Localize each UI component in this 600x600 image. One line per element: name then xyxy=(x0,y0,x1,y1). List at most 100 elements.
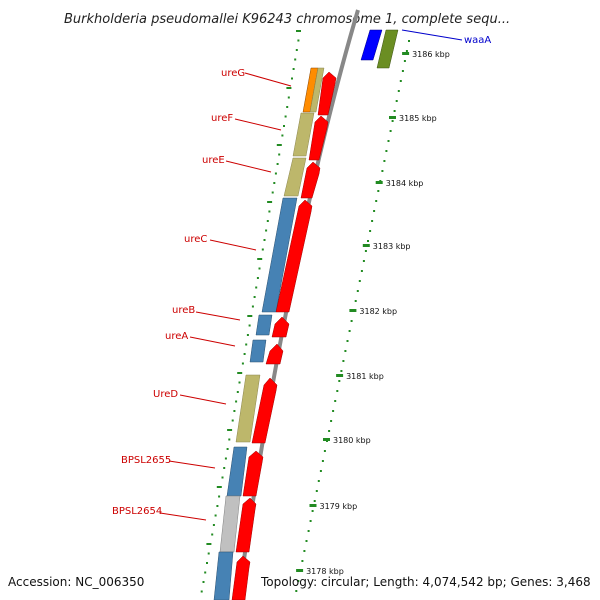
arrow-ureE[interactable] xyxy=(300,161,321,199)
outer-axis-dot xyxy=(330,420,333,422)
kbp-tick-label: 3181 kbp xyxy=(346,372,384,381)
inner-axis-tick xyxy=(236,391,239,393)
inner-axis-tick xyxy=(296,30,301,32)
waaA-leader xyxy=(401,29,463,41)
inner-axis-tick xyxy=(281,134,284,137)
kbp-tick-label: 3178 kbp xyxy=(306,567,344,576)
kbp-tick-mark xyxy=(375,181,383,184)
outer-axis-dot xyxy=(342,360,345,362)
outer-axis-dot xyxy=(315,490,318,492)
gene-label-leader xyxy=(189,336,236,347)
gene-label-ureB[interactable]: ureB xyxy=(172,305,195,316)
kbp-tick-label: 3184 kbp xyxy=(386,179,424,188)
gene-labels: ureG ureF ureE ureC ureB ureA UreD BPSL2655 BPSL… xyxy=(112,68,292,521)
inner-axis-tick xyxy=(216,486,222,488)
kbp-tick-mark xyxy=(389,116,396,119)
inner-dotted-axis xyxy=(200,30,301,593)
gene-label-UreD[interactable]: UreD xyxy=(153,389,178,400)
gene-next-reverse[interactable] xyxy=(213,551,234,600)
gene-ureE-reverse[interactable] xyxy=(283,157,307,197)
chromosome-backbone xyxy=(236,9,360,600)
outer-axis-dot xyxy=(301,560,304,562)
kbp-tick-label: 3180 kbp xyxy=(333,436,371,445)
inner-axis-tick xyxy=(286,106,289,108)
arrow-BPSL2654[interactable] xyxy=(235,497,257,553)
accession-text: Accession: NC_006350 xyxy=(8,575,144,589)
outer-axis-dot xyxy=(309,520,312,522)
outer-axis-dot xyxy=(313,500,316,502)
outer-axis-dot xyxy=(377,190,380,192)
outer-axis-dot xyxy=(334,400,337,402)
gene-ureB-reverse[interactable] xyxy=(255,314,273,336)
outer-axis-dot xyxy=(395,100,398,102)
inner-axis-tick xyxy=(266,220,269,222)
inner-axis-tick xyxy=(283,125,285,127)
waaA-region: waaA xyxy=(360,29,491,69)
inner-axis-tick xyxy=(218,495,221,498)
outer-axis-dot xyxy=(391,120,394,122)
inner-axis-tick xyxy=(297,39,300,42)
arrow-next[interactable] xyxy=(231,555,251,600)
inner-axis-tick xyxy=(221,476,224,479)
arrow-BPSL2655[interactable] xyxy=(242,450,264,497)
arrow-ureB[interactable] xyxy=(271,316,290,338)
outer-axis-dot xyxy=(340,370,343,372)
inner-axis-tick xyxy=(258,267,261,270)
arrow-ureG[interactable] xyxy=(317,71,337,116)
gene-ureF-reverse[interactable] xyxy=(292,112,315,157)
outer-axis-dot xyxy=(405,50,408,52)
outer-axis-dot xyxy=(362,260,365,262)
gene-ureD-reverse[interactable] xyxy=(235,374,261,443)
inner-axis-tick xyxy=(207,552,210,555)
outer-axis-dot xyxy=(373,210,376,212)
kbp-tick-mark xyxy=(336,374,344,377)
inner-axis-tick xyxy=(251,305,254,308)
outer-axis-dot xyxy=(371,220,374,222)
arrow-ureC[interactable] xyxy=(275,199,313,313)
arrow-ureF[interactable] xyxy=(308,115,329,161)
outer-axis-dot xyxy=(397,90,400,92)
inner-axis-tick xyxy=(276,144,282,146)
arrow-ureA[interactable] xyxy=(265,343,284,365)
kbp-tick-mark xyxy=(296,569,304,572)
outer-axis-dot xyxy=(385,150,388,152)
kbp-tick-label: 3186 kbp xyxy=(412,50,450,59)
outer-axis-dot xyxy=(381,170,384,172)
gene-label-leader xyxy=(195,311,241,321)
gene-label-waaA[interactable]: waaA xyxy=(464,35,491,46)
gene-label-ureF[interactable]: ureF xyxy=(211,113,233,124)
gene-label-BPSL2655[interactable]: BPSL2655 xyxy=(121,455,171,466)
inner-axis-tick xyxy=(212,524,215,526)
gene-BPSL2654-reverse[interactable] xyxy=(219,495,241,553)
gene-waaA-olive[interactable] xyxy=(376,29,399,69)
outer-axis-dot xyxy=(393,110,396,112)
outer-axis-dot xyxy=(354,300,357,302)
outer-axis-dot xyxy=(344,350,347,352)
gene-label-leader xyxy=(209,239,257,251)
arrow-ureD[interactable] xyxy=(251,377,278,444)
inner-axis-tick xyxy=(233,410,236,412)
gene-label-BPSL2654[interactable]: BPSL2654 xyxy=(112,506,162,517)
gene-label-ureC[interactable]: ureC xyxy=(184,234,207,245)
kbp-tick-label: 3179 kbp xyxy=(320,502,358,511)
gene-label-ureE[interactable]: ureE xyxy=(202,155,225,166)
inner-axis-tick xyxy=(226,448,229,450)
gene-label-ureG[interactable]: ureG xyxy=(221,68,245,79)
inner-axis-tick xyxy=(267,201,273,203)
gene-label-leader xyxy=(244,72,292,87)
gene-label-ureA[interactable]: ureA xyxy=(165,331,188,342)
topology-text: Topology: circular; Length: 4,074,542 bp… xyxy=(260,575,591,589)
gene-waaA-blue[interactable] xyxy=(360,29,383,61)
gene-BPSL2655-reverse[interactable] xyxy=(226,446,248,497)
forward-strand-track xyxy=(231,71,337,600)
outer-axis-dot xyxy=(399,80,402,82)
kbp-tick-label: 3183 kbp xyxy=(373,242,411,251)
outer-axis-dot xyxy=(387,140,390,142)
reverse-strand-track xyxy=(213,67,325,600)
gene-ureG-reverse-khaki[interactable] xyxy=(309,67,325,113)
kbp-tick-mark xyxy=(309,504,317,507)
outer-axis-dot xyxy=(383,160,386,162)
inner-axis-tick xyxy=(206,543,212,545)
gene-ureA-reverse[interactable] xyxy=(249,339,267,363)
gene-label-leader xyxy=(168,460,216,469)
